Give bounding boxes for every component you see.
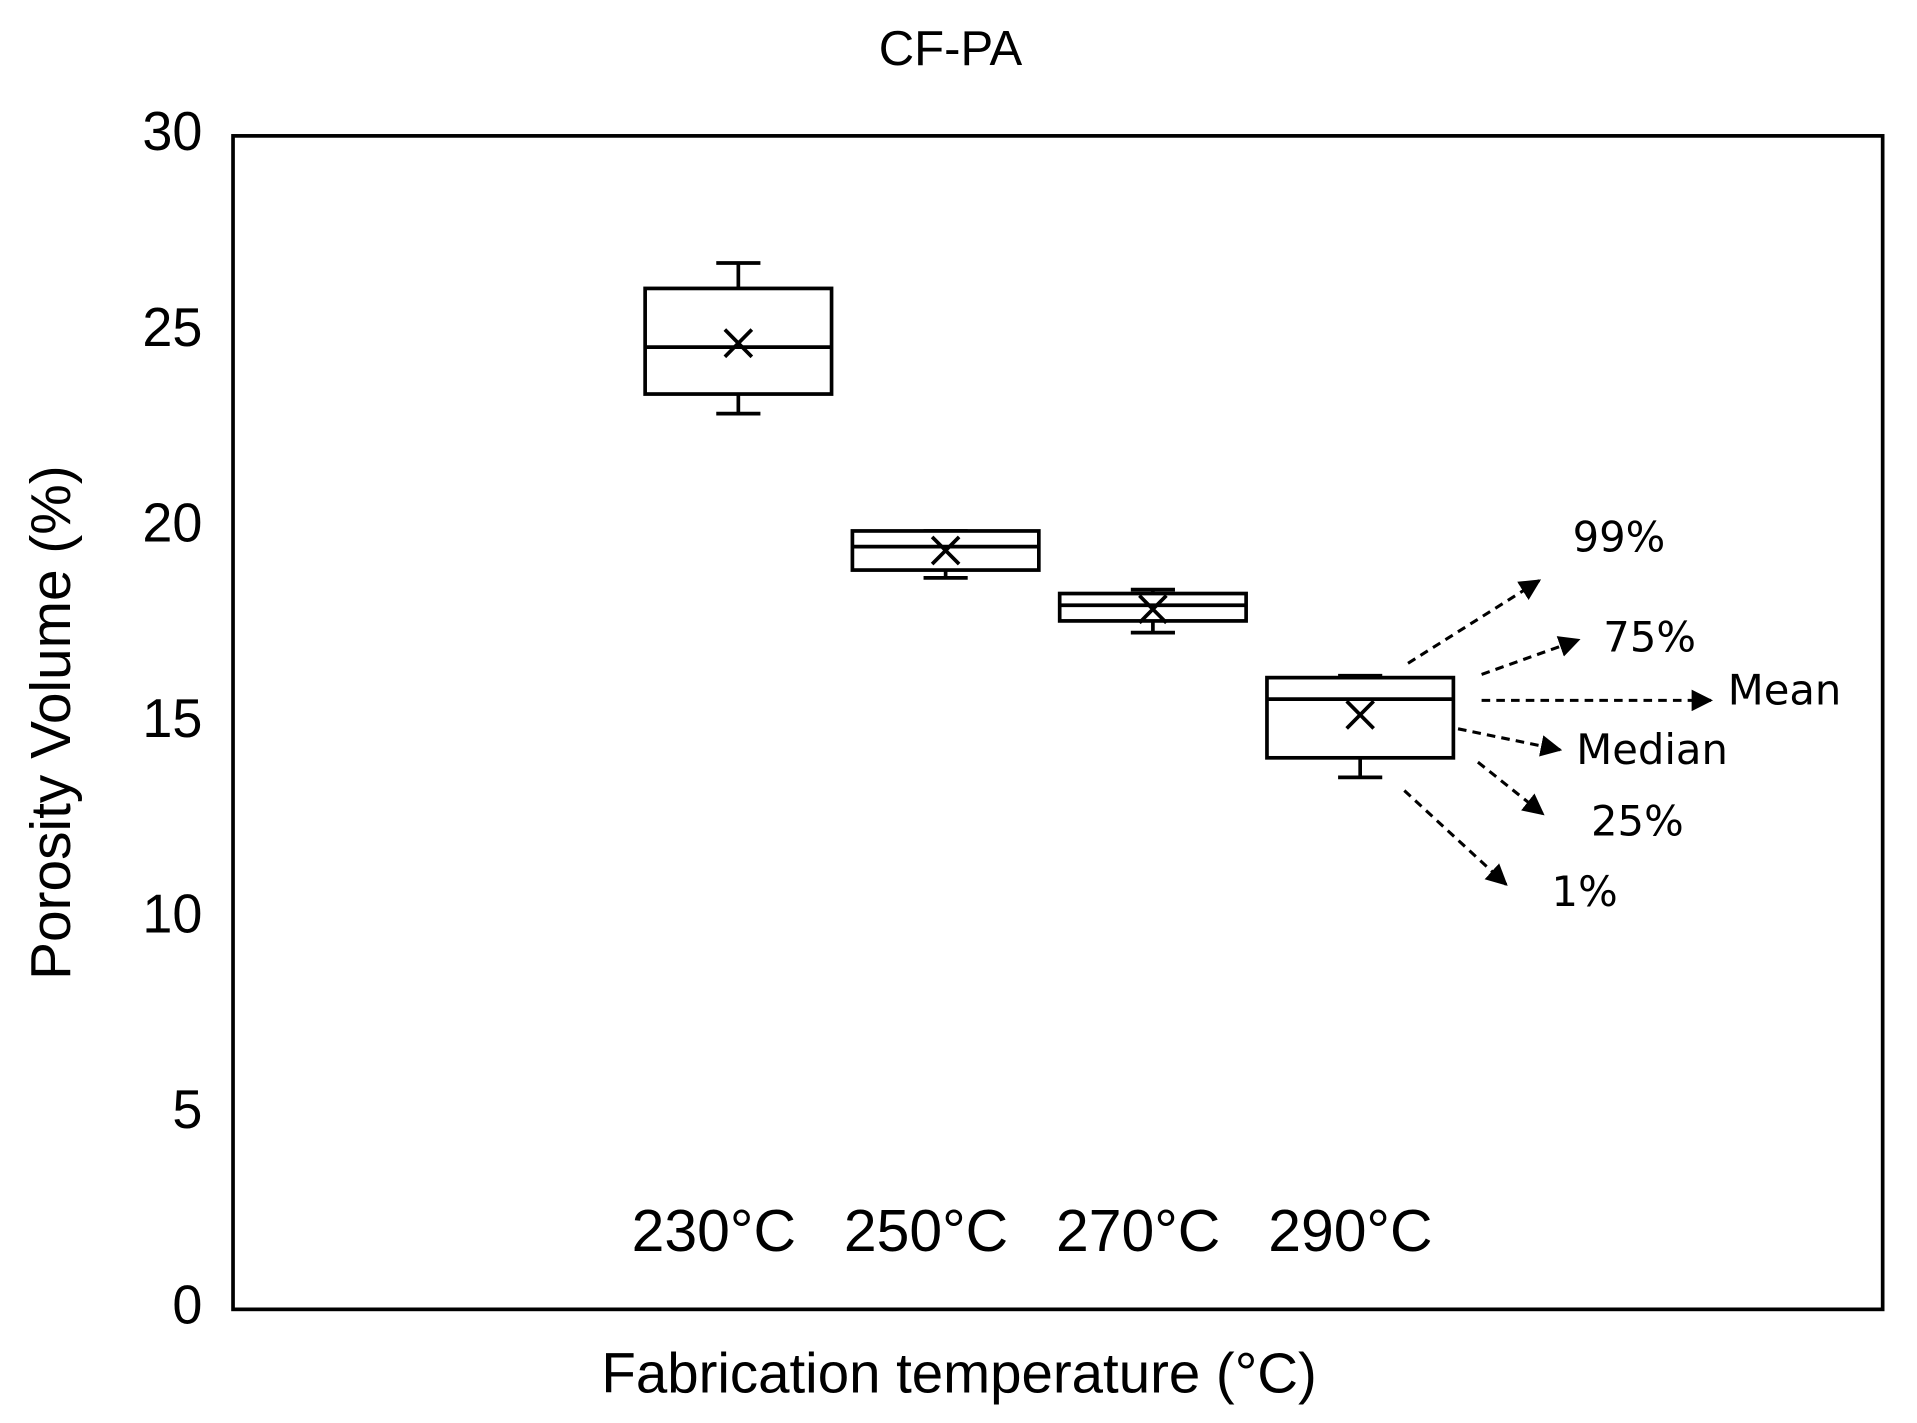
x-tick-label: 270°C — [1056, 1198, 1220, 1264]
y-tick-label: 30 — [142, 102, 202, 162]
plot-frame — [231, 134, 1885, 1312]
annotation: 99% — [1573, 512, 1666, 561]
y-tick-label: 5 — [172, 1080, 202, 1140]
x-tick-label: 250°C — [844, 1198, 1008, 1264]
mean-marker — [1138, 594, 1168, 625]
mean-marker — [1345, 699, 1375, 730]
annotation: 75% — [1603, 612, 1696, 661]
y-tick-label: 20 — [142, 493, 202, 553]
chart-title: CF-PA — [879, 21, 1023, 76]
annotation: Median — [1576, 725, 1728, 774]
mean-marker — [723, 328, 754, 359]
box — [1265, 675, 1456, 760]
y-tick-label: 15 — [142, 689, 202, 749]
annotation: 1% — [1552, 867, 1618, 916]
annotation: Mean — [1728, 665, 1842, 714]
x-tick-label: 230°C — [632, 1198, 796, 1264]
y-tick-label: 10 — [142, 884, 202, 944]
annotation: 25% — [1591, 796, 1684, 845]
x-axis-label: Fabrication temperature (°C) — [601, 1341, 1316, 1404]
x-tick-label: 290°C — [1268, 1198, 1432, 1264]
y-tick-label: 25 — [142, 298, 202, 358]
y-tick-label: 0 — [172, 1276, 202, 1336]
mean-marker — [930, 535, 961, 566]
y-axis-label: Porosity Volume (%) — [19, 465, 82, 980]
